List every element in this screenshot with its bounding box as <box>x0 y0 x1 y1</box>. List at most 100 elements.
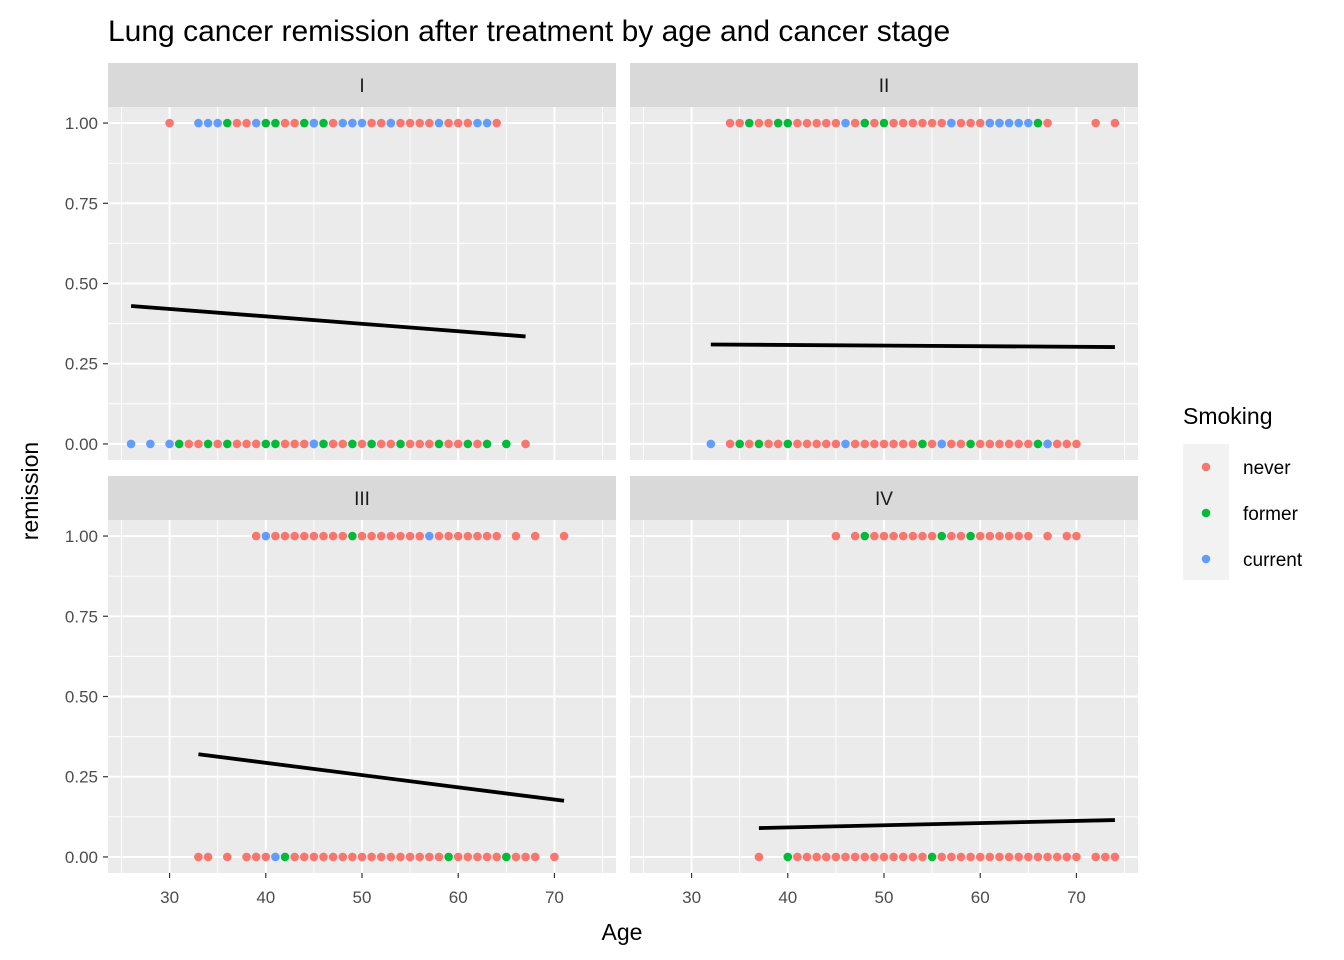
data-point-former <box>319 439 328 449</box>
legend-key-former <box>1201 508 1211 518</box>
data-point-never <box>463 531 473 541</box>
data-point-never <box>927 118 937 128</box>
data-point-never <box>473 531 482 541</box>
data-point-never <box>802 439 812 449</box>
data-point-never <box>184 439 194 449</box>
data-point-current <box>348 118 357 128</box>
panel-strip-label: III <box>354 489 370 510</box>
data-point-never <box>889 531 898 541</box>
data-point-never <box>559 531 569 541</box>
data-point-current <box>1024 118 1033 128</box>
data-point-never <box>725 439 735 449</box>
x-tick-label: 50 <box>353 888 372 907</box>
data-point-never <box>995 439 1004 449</box>
data-point-never <box>1043 852 1052 862</box>
data-point-never <box>338 531 348 541</box>
data-point-never <box>415 118 425 128</box>
y-tick-label: 0.50 <box>65 275 98 294</box>
data-point-never <box>860 852 870 862</box>
x-tick-label: 40 <box>778 888 797 907</box>
data-point-never <box>521 852 530 862</box>
data-point-never <box>280 118 290 128</box>
data-point-never <box>831 531 841 541</box>
data-point-never <box>453 118 463 128</box>
data-point-never <box>444 531 453 541</box>
data-point-never <box>521 439 530 449</box>
data-point-never <box>773 439 783 449</box>
data-point-never <box>879 439 889 449</box>
data-point-never <box>425 118 434 128</box>
data-point-never <box>213 439 222 449</box>
data-point-never <box>434 531 444 541</box>
legend: Smoking never former current <box>1183 403 1303 580</box>
data-point-current <box>841 439 850 449</box>
y-tick-label: 0.50 <box>65 688 98 707</box>
data-point-current <box>386 118 396 128</box>
data-point-current <box>309 439 319 449</box>
data-point-former <box>783 852 793 862</box>
data-point-current <box>841 118 850 128</box>
data-point-never <box>511 531 521 541</box>
panel-III: III 0.00 0.25 0.50 0.75 1.00 30 40 50 60 70 <box>65 476 616 907</box>
data-point-never <box>309 852 319 862</box>
data-point-never <box>299 439 309 449</box>
data-point-never <box>309 531 319 541</box>
data-point-never <box>735 118 744 128</box>
data-point-never <box>908 118 918 128</box>
data-point-never <box>831 118 841 128</box>
data-point-never <box>425 439 434 449</box>
fit-line <box>710 342 1115 349</box>
data-point-never <box>1091 852 1100 862</box>
data-point-current <box>937 439 947 449</box>
data-point-never <box>1100 852 1110 862</box>
data-point-never <box>995 531 1004 541</box>
data-point-never <box>405 439 415 449</box>
data-point-former <box>773 118 783 128</box>
data-point-never <box>376 531 386 541</box>
data-point-former <box>927 852 937 862</box>
data-point-never <box>1024 852 1033 862</box>
data-point-never <box>165 118 174 128</box>
data-point-never <box>812 852 821 862</box>
data-point-never <box>898 852 908 862</box>
data-point-never <box>1014 852 1023 862</box>
data-point-never <box>1043 531 1052 541</box>
data-point-never <box>299 852 309 862</box>
data-point-never <box>280 439 290 449</box>
data-point-current <box>146 439 155 449</box>
data-point-never <box>242 439 251 449</box>
data-point-never <box>1033 852 1043 862</box>
data-point-former <box>1033 118 1043 128</box>
data-point-never <box>985 852 995 862</box>
data-point-never <box>1062 852 1072 862</box>
data-point-never <box>956 439 966 449</box>
data-point-never <box>802 118 812 128</box>
data-point-never <box>463 852 473 862</box>
data-point-never <box>985 531 995 541</box>
data-point-never <box>376 852 386 862</box>
data-point-never <box>793 118 802 128</box>
panel-strip <box>108 476 616 520</box>
data-point-never <box>396 531 405 541</box>
data-point-never <box>764 439 773 449</box>
data-point-never <box>1072 439 1081 449</box>
data-point-never <box>473 852 482 862</box>
data-point-never <box>831 852 841 862</box>
data-point-never <box>1110 118 1120 128</box>
data-point-never <box>937 118 947 128</box>
data-point-never <box>203 852 213 862</box>
data-point-former <box>434 439 444 449</box>
data-point-never <box>386 852 396 862</box>
data-point-never <box>870 531 879 541</box>
data-point-never <box>319 852 328 862</box>
data-point-never <box>376 118 386 128</box>
x-tick-label: 50 <box>875 888 894 907</box>
data-point-never <box>985 439 995 449</box>
data-point-never <box>898 439 908 449</box>
data-point-never <box>261 852 271 862</box>
y-tick-label: 1.00 <box>65 114 98 133</box>
data-point-former <box>396 439 405 449</box>
data-point-never <box>831 439 841 449</box>
panel-strip <box>630 63 1138 107</box>
data-point-former <box>319 118 328 128</box>
